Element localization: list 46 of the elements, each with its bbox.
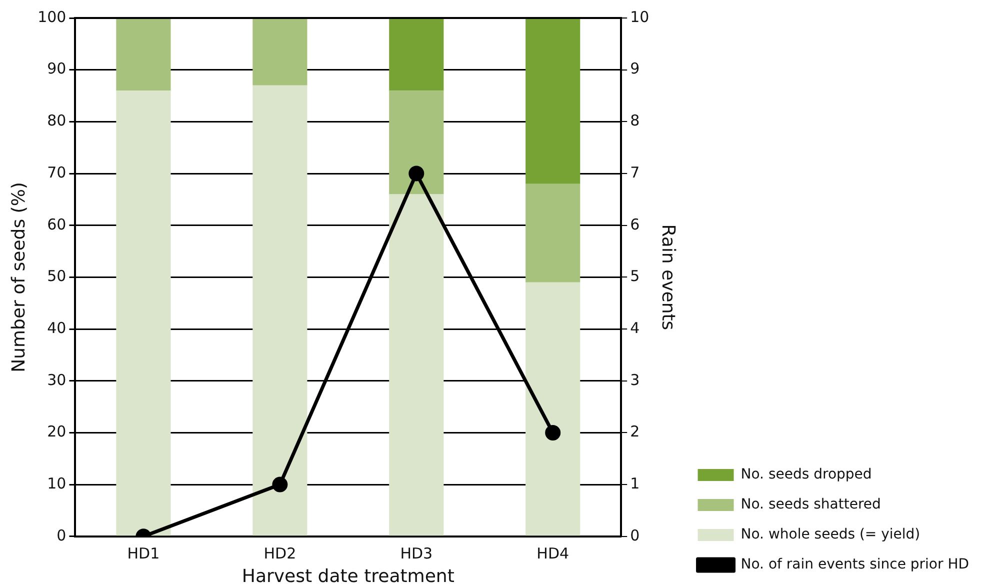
y-tick-label: 40 (47, 318, 66, 337)
bar (526, 282, 580, 536)
x-tick-label: HD2 (264, 544, 296, 562)
x-axis-title: Harvest date treatment (242, 566, 454, 587)
bar (526, 184, 580, 282)
y2-tick-label: 4 (630, 318, 640, 337)
y-tick-label: 90 (47, 60, 66, 78)
bar (116, 90, 171, 536)
y-tick-label: 30 (47, 370, 66, 389)
y2-tick-label: 5 (630, 267, 640, 286)
bar (389, 90, 444, 194)
x-tick-label: HD4 (536, 544, 570, 562)
y-tick-label: 50 (47, 267, 66, 286)
y-tick-label: 60 (47, 215, 66, 234)
point (545, 424, 561, 440)
point (408, 166, 424, 182)
x-tick-label: HD1 (127, 544, 160, 562)
y-axis-title: Number of seeds (%) (8, 182, 30, 372)
y2-tick-label: 2 (630, 422, 640, 441)
bar (389, 18, 444, 91)
bar (252, 85, 308, 536)
legend-label: No. whole seeds (= yield) (740, 526, 920, 543)
y-tick-label: 20 (47, 422, 66, 441)
y2-axis-title: Rain events (657, 224, 678, 330)
y2-tick-label: 10 (630, 8, 650, 26)
x-tick-label: HD3 (400, 544, 433, 562)
legend-label: No. seeds shattered (740, 496, 881, 513)
y2-tick-label: 6 (630, 215, 640, 234)
bar (526, 18, 580, 184)
y-tick-label: 0 (56, 526, 66, 544)
y2-tick-label: 3 (630, 370, 640, 389)
y2-tick-label: 9 (630, 60, 640, 78)
legend-label: No. of rain events since prior HD (740, 556, 970, 573)
bar (389, 194, 444, 536)
point (272, 476, 288, 492)
y-tick-label: 10 (47, 474, 66, 492)
bar (252, 18, 308, 86)
y2-tick-label: 7 (630, 163, 640, 182)
legend-label: No. seeds dropped (740, 466, 872, 483)
y-tick-label: 100 (38, 8, 66, 26)
y2-tick-label: 8 (630, 112, 640, 130)
y-tick-label: 70 (47, 163, 66, 182)
y2-tick-label: 0 (630, 526, 640, 544)
y2-tick-label: 1 (630, 474, 640, 492)
bar (116, 18, 171, 91)
y-tick-label: 80 (47, 112, 66, 130)
